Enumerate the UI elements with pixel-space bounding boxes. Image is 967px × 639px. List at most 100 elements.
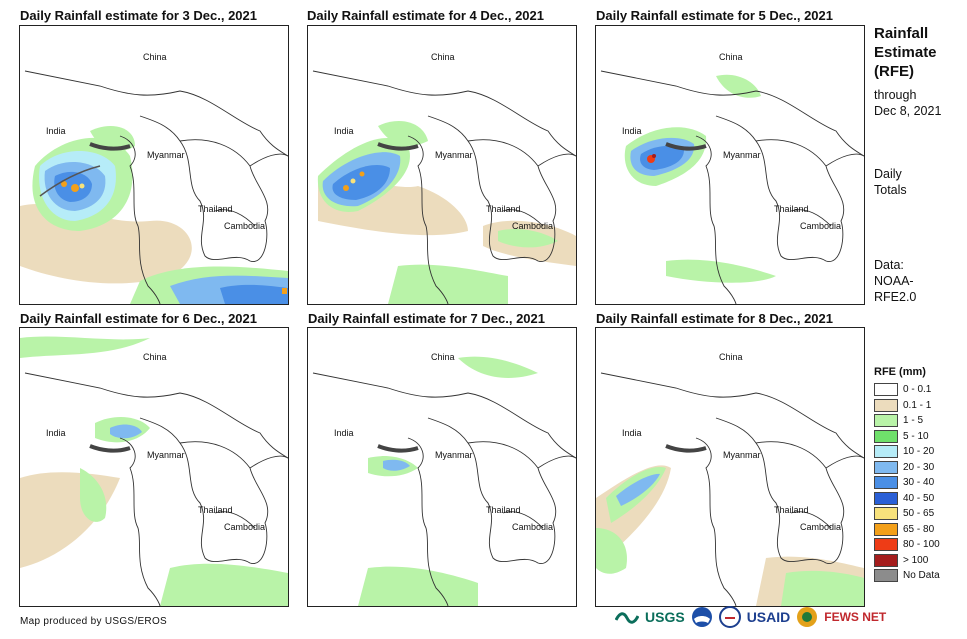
- map-canvas: [600, 70, 864, 304]
- side-through-block: through Dec 8, 2021: [874, 87, 941, 119]
- side-title-line-3: (RFE): [874, 63, 914, 80]
- legend-row: 5 - 10: [874, 429, 940, 445]
- map-panel-2: China India Myanmar Thailand Cambodia: [307, 25, 577, 305]
- label-thailand: Thailand: [198, 204, 233, 214]
- legend-row: 10 - 20: [874, 444, 940, 460]
- label-myanmar: Myanmar: [435, 450, 473, 460]
- label-china: China: [719, 52, 743, 62]
- label-india: India: [46, 428, 66, 438]
- map-canvas: [20, 336, 288, 606]
- legend-swatch: [874, 569, 898, 583]
- label-india: India: [334, 428, 354, 438]
- legend-label: No Data: [903, 570, 940, 582]
- map-canvas: [312, 70, 576, 304]
- label-china: China: [431, 352, 455, 362]
- legend-row: 50 - 65: [874, 506, 940, 522]
- side-title-line-2: Estimate: [874, 44, 937, 61]
- label-thailand: Thailand: [774, 204, 809, 214]
- label-myanmar: Myanmar: [723, 150, 761, 160]
- legend-swatch: [874, 414, 898, 428]
- map-panel-4: China India Myanmar Thailand Cambodia: [19, 327, 289, 607]
- map-panel-5: China India Myanmar Thailand Cambodia: [307, 327, 577, 607]
- legend-label: 20 - 30: [903, 461, 935, 473]
- legend-swatch: [874, 553, 898, 567]
- legend-label: 0.1 - 1: [903, 399, 932, 411]
- usaid-logo-text: USAID: [746, 609, 791, 625]
- legend-swatch: [874, 398, 898, 412]
- label-china: China: [143, 352, 167, 362]
- side-data-src2: RFE2.0: [874, 290, 917, 304]
- panel-title-6: Daily Rainfall estimate for 8 Dec., 2021: [596, 311, 833, 326]
- legend-row: 80 - 100: [874, 537, 940, 553]
- legend-rows: 0 - 0.1 0.1 - 1 1 - 5 5 - 10 10 - 20 20 - 30 3…: [874, 382, 940, 584]
- legend-label: 0 - 0.1: [903, 384, 932, 396]
- label-cambodia: Cambodia: [224, 522, 266, 532]
- label-myanmar: Myanmar: [723, 450, 761, 460]
- usgs-logo-text: USGS: [645, 609, 685, 625]
- legend-swatch: [874, 445, 898, 459]
- label-myanmar: Myanmar: [435, 150, 473, 160]
- label-india: India: [622, 428, 642, 438]
- side-data-label: Data:: [874, 258, 904, 272]
- legend-row: 0 - 0.1: [874, 382, 940, 398]
- label-thailand: Thailand: [774, 505, 809, 515]
- legend-row: No Data: [874, 568, 940, 584]
- legend-row: 40 - 50: [874, 491, 940, 507]
- legend-title: RFE (mm): [874, 366, 926, 378]
- legend-label: 10 - 20: [903, 446, 935, 458]
- legend-swatch: [874, 507, 898, 521]
- legend-swatch: [874, 476, 898, 490]
- label-thailand: Thailand: [486, 204, 521, 214]
- legend-row: 65 - 80: [874, 522, 940, 538]
- map-panel-1: China India Myanmar Thailand Cambodia: [19, 25, 289, 305]
- fewsnet-logo-icon: [797, 607, 818, 627]
- legend-label: 5 - 10: [903, 430, 929, 442]
- legend-swatch: [874, 538, 898, 552]
- legend-row: 1 - 5: [874, 413, 940, 429]
- label-india: India: [622, 126, 642, 136]
- legend-swatch: [874, 491, 898, 505]
- side-data-block: Data: NOAA- RFE2.0: [874, 257, 916, 305]
- legend-row: 20 - 30: [874, 460, 940, 476]
- logos: USGS USAID FEWS NET: [615, 606, 886, 628]
- label-thailand: Thailand: [486, 505, 521, 515]
- panel-title-1: Daily Rainfall estimate for 3 Dec., 2021: [20, 8, 257, 23]
- legend-label: 1 - 5: [903, 415, 924, 427]
- legend-label: 50 - 65: [903, 508, 935, 520]
- map-canvas: [312, 356, 576, 606]
- label-thailand: Thailand: [198, 505, 233, 515]
- credit-text: Map produced by USGS/EROS: [20, 616, 168, 627]
- label-cambodia: Cambodia: [512, 221, 554, 231]
- legend-row: 30 - 40: [874, 475, 940, 491]
- legend: RFE (mm) 0 - 0.1 0.1 - 1 1 - 5 5 - 10 10 - 2…: [874, 366, 940, 584]
- label-india: India: [46, 126, 66, 136]
- label-cambodia: Cambodia: [800, 522, 842, 532]
- side-daily: Daily: [874, 167, 902, 181]
- panel-title-3: Daily Rainfall estimate for 5 Dec., 2021: [596, 8, 833, 23]
- label-myanmar: Myanmar: [147, 450, 185, 460]
- legend-swatch: [874, 429, 898, 443]
- label-cambodia: Cambodia: [800, 221, 842, 231]
- panel-title-5: Daily Rainfall estimate for 7 Dec., 2021: [308, 311, 545, 326]
- panel-title-4: Daily Rainfall estimate for 6 Dec., 2021: [20, 311, 257, 326]
- usgs-logo-icon: [615, 612, 639, 624]
- legend-swatch: [874, 460, 898, 474]
- legend-label: 80 - 100: [903, 539, 940, 551]
- map-canvas: [20, 70, 288, 304]
- label-india: India: [334, 126, 354, 136]
- side-title: Rainfall Estimate (RFE): [874, 24, 937, 81]
- side-date: Dec 8, 2021: [874, 104, 942, 118]
- map-panel-3: China India Myanmar Thailand Cambodia: [595, 25, 865, 305]
- label-china: China: [143, 52, 167, 62]
- legend-label: 30 - 40: [903, 477, 935, 489]
- map-panel-6: China India Myanmar Thailand Cambodia: [595, 327, 865, 607]
- legend-swatch: [874, 522, 898, 536]
- label-cambodia: Cambodia: [224, 221, 266, 231]
- legend-label: > 100: [903, 554, 929, 566]
- label-china: China: [719, 352, 743, 362]
- fewsnet-logo-text: FEWS NET: [824, 610, 887, 624]
- legend-row: 0.1 - 1: [874, 398, 940, 414]
- legend-swatch: [874, 383, 898, 397]
- panel-title-2: Daily Rainfall estimate for 4 Dec., 2021: [307, 8, 544, 23]
- legend-label: 40 - 50: [903, 492, 935, 504]
